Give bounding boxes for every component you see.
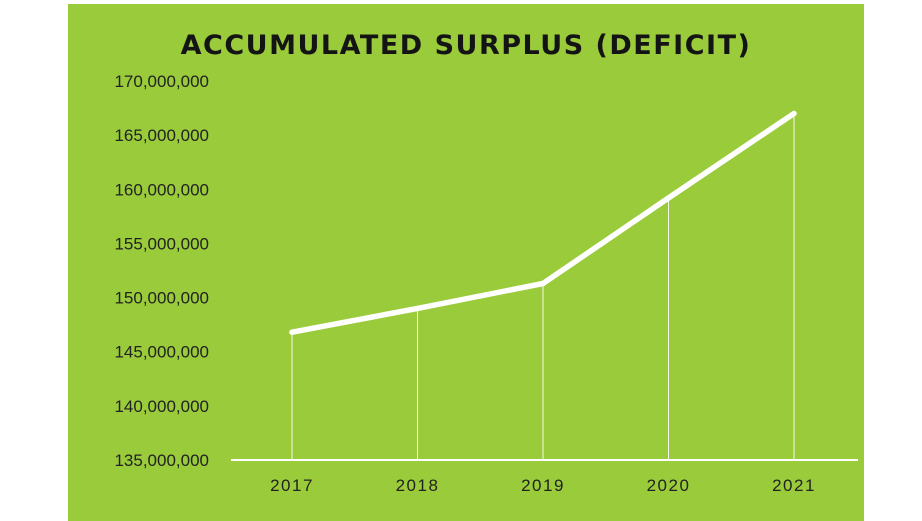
y-tick-label: 140,000,000 (114, 397, 209, 416)
data-point (791, 110, 797, 117)
y-tick-label: 165,000,000 (114, 126, 209, 145)
y-tick-label: 145,000,000 (114, 343, 209, 362)
x-tick-label: 2018 (396, 476, 440, 495)
data-point (289, 329, 295, 335)
data-point (540, 280, 546, 287)
y-tick-label: 160,000,000 (114, 180, 209, 199)
data-point (665, 195, 672, 201)
chart-panel: ACCUMULATED SURPLUS (DEFICIT) 135,000,00… (68, 4, 864, 521)
series-layer (289, 110, 797, 335)
x-tick-label: 2021 (772, 476, 816, 495)
y-tick-label: 155,000,000 (114, 234, 209, 253)
chart-title: ACCUMULATED SURPLUS (DEFICIT) (180, 30, 752, 61)
y-tick-label: 135,000,000 (114, 451, 209, 470)
x-tick-label: 2017 (270, 476, 314, 495)
y-axis-tick-labels: 135,000,000 140,000,000 145,000,000 150,000… (114, 72, 209, 470)
y-tick-label: 150,000,000 (114, 289, 209, 308)
data-point (414, 305, 421, 311)
x-axis-tick-labels: 2017 2018 2019 2020 2021 (270, 476, 816, 495)
x-tick-label: 2020 (647, 476, 691, 495)
x-tick-label: 2019 (521, 476, 565, 495)
line-chart: 135,000,000 140,000,000 145,000,000 150,000… (114, 72, 858, 495)
y-tick-label: 170,000,000 (114, 72, 209, 91)
drop-lines (291, 113, 795, 460)
